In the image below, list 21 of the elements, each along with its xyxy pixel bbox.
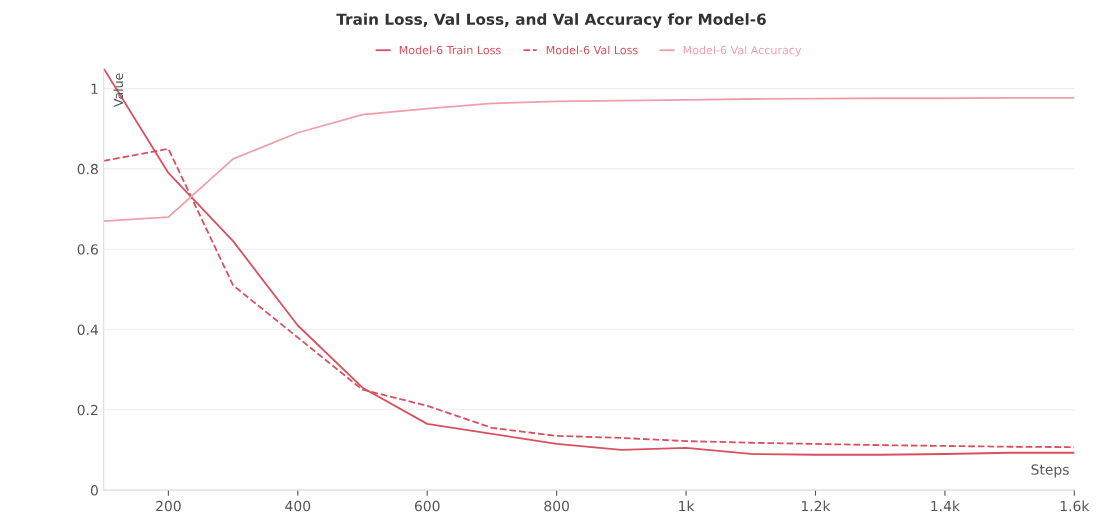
x-tick-label: 800 [544, 500, 569, 512]
y-axis-title: Value [113, 73, 124, 107]
y-tick-label: 0.4 [77, 324, 99, 335]
x-tick-label: 1.4k [931, 500, 960, 512]
x-tick-label: 200 [156, 500, 181, 512]
y-tick-label: 0 [90, 485, 98, 496]
x-tick-label: 1k [679, 500, 695, 512]
line-series [103, 68, 1075, 456]
y-tick-label: 0.6 [77, 244, 98, 255]
y-tick-label: 0.2 [77, 404, 98, 416]
x-tick-label: 1.6k [1060, 500, 1090, 512]
y-tick-label: 1 [91, 83, 98, 94]
legend-label: Model-6 Val Accuracy [683, 45, 802, 57]
x-axis-title: Steps [1031, 464, 1069, 478]
chart-title: Train Loss, Val Loss, and Val Accuracy for Model-6 [336, 13, 766, 29]
x-tick-label: 1.2k [801, 500, 831, 512]
x-tick-label: 600 [414, 500, 440, 512]
y-tick-label: 0.8 [77, 163, 98, 175]
legend-label: Model-6 Train Loss [399, 45, 501, 55]
x-tick-label: 400 [285, 500, 311, 512]
legend-label: Model-6 Val Loss [546, 45, 638, 55]
